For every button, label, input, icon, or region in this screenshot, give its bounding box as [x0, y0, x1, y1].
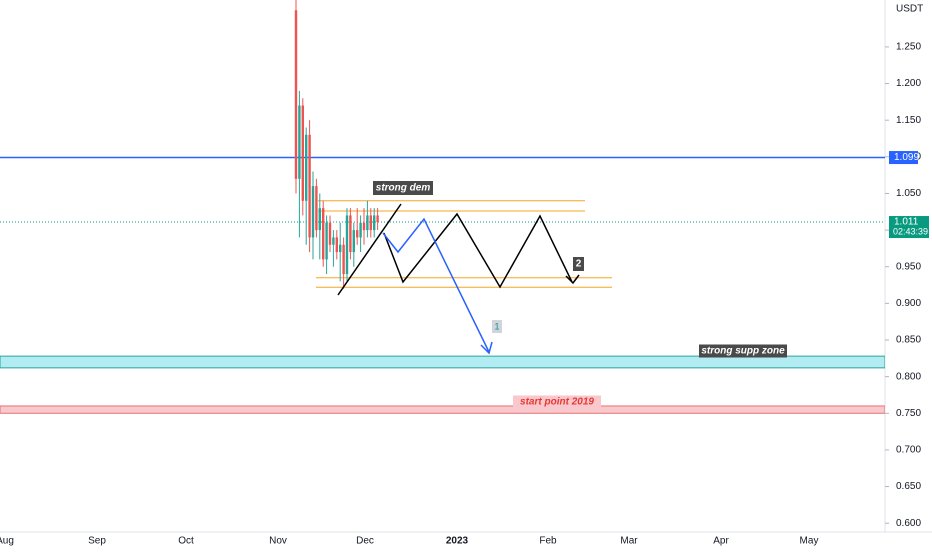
candle-body [294, 10, 298, 179]
label-box [573, 257, 584, 271]
y-tick-label: 1.200 [896, 78, 921, 89]
candle-body [345, 215, 349, 275]
candle-body [356, 230, 359, 238]
candle-body [318, 208, 321, 231]
y-tick-label: 0.850 [896, 335, 921, 346]
candle-body [339, 244, 342, 253]
y-tick-label: 0.800 [896, 371, 921, 382]
drawings [337, 203, 580, 355]
trend-line [337, 203, 402, 296]
zone [0, 355, 885, 369]
y-tick-label: 0.600 [896, 518, 921, 529]
annotation: 1 [494, 321, 499, 331]
candle-body [301, 105, 304, 201]
y-tick-label: 0.750 [896, 408, 921, 419]
zigzag-path [383, 212, 573, 289]
candle-body [305, 134, 308, 201]
candle-body [376, 215, 379, 223]
candle-body [325, 222, 328, 260]
y-tick-label: 1.250 [896, 42, 921, 53]
x-tick-label: Oct [178, 536, 194, 547]
blue-path [382, 217, 490, 353]
candle-body [342, 244, 345, 275]
label-box [373, 181, 433, 195]
candle-body [362, 222, 366, 231]
x-tick-label: Nov [269, 536, 287, 547]
x-tick-label: Apr [713, 536, 729, 547]
label-box [699, 344, 787, 358]
x-tick-label: 2023 [446, 536, 469, 547]
candle-body [308, 134, 311, 238]
countdown: 02:43:39 [893, 226, 928, 236]
candle-body [373, 215, 376, 231]
level-label: 1.099 [894, 152, 919, 163]
label-box [492, 320, 502, 333]
y-tick-label: 1.050 [896, 188, 921, 199]
candle-body [328, 222, 332, 245]
arrow-head [480, 341, 493, 355]
annotation: strong dem [376, 183, 431, 194]
x-tick-label: Aug [0, 536, 14, 547]
y-tick-label: 0.650 [896, 481, 921, 492]
last-price-label: 1.011 [894, 217, 919, 228]
x-tick-label: Sep [88, 536, 106, 547]
zone-label: start point 2019 [520, 397, 594, 408]
candle-body [335, 237, 338, 253]
currency: USDT [896, 4, 923, 15]
zone [0, 405, 885, 414]
y-tick-label: 0.900 [896, 298, 921, 309]
arrow-head [565, 274, 580, 285]
candle-body [332, 237, 335, 245]
annotation: 2 [576, 259, 582, 270]
price-tag [889, 216, 929, 239]
candle-body [322, 208, 325, 260]
y-tick-label: 1.150 [896, 115, 921, 126]
candle-body [369, 215, 372, 231]
candle-body [352, 230, 355, 253]
candle-body [359, 222, 362, 238]
x-tick-label: Mar [620, 536, 638, 547]
candle-body [366, 215, 369, 231]
candle-body [349, 215, 352, 253]
candle-body [311, 186, 315, 238]
candle-body [298, 105, 301, 179]
y-tick-label: 0.950 [896, 261, 921, 272]
candle-body [315, 186, 318, 231]
level-tag [889, 151, 918, 165]
x-tick-label: May [800, 536, 819, 547]
y-tick-label: 0.700 [896, 445, 921, 456]
label-box [513, 395, 601, 409]
x-tick-label: Dec [356, 536, 374, 547]
zone-label: strong supp zone [701, 346, 785, 357]
x-tick-label: Feb [539, 536, 557, 547]
